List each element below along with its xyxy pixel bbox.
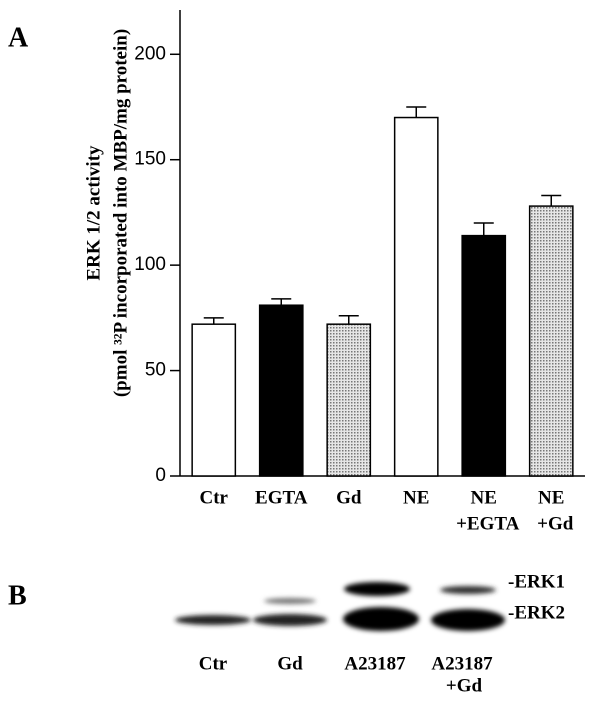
band-label: -ERK2: [508, 602, 565, 623]
x-tick-label: Ctr: [200, 487, 229, 508]
lane-label: A23187: [344, 653, 406, 674]
lane-label: +Gd: [446, 675, 483, 696]
x-tick-label: NE: [471, 487, 497, 508]
x-tick-label: NE: [403, 487, 429, 508]
panel-label: A: [8, 22, 29, 53]
lane-label: A23187: [431, 653, 493, 674]
panel-label: B: [8, 580, 27, 611]
x-tick-label: Gd: [336, 487, 362, 508]
y-tick-label: 200: [134, 43, 166, 64]
y-tick-label: 100: [134, 254, 166, 275]
lane-label: Ctr: [199, 653, 228, 674]
blot-image: [175, 582, 505, 631]
bar: [258, 304, 304, 477]
bar: [393, 116, 439, 477]
bar: [528, 205, 574, 477]
x-tick-label: NE: [538, 487, 564, 508]
x-tick-label: EGTA: [255, 487, 308, 508]
x-tick-label: +EGTA: [456, 513, 520, 534]
y-axis-label: ERK 1/2 activity: [83, 145, 104, 281]
bar: [461, 234, 507, 477]
bar: [191, 323, 237, 477]
y-tick-label: 0: [155, 465, 166, 486]
y-axis-label: (pmol ³²P incorporated into MBP/mg prote…: [110, 29, 131, 397]
bar: [326, 323, 372, 477]
lane-label: Gd: [277, 653, 303, 674]
y-tick-label: 150: [134, 149, 166, 170]
y-tick-label: 50: [145, 360, 166, 381]
band-label: -ERK1: [508, 571, 565, 592]
x-tick-label: +Gd: [537, 513, 574, 534]
